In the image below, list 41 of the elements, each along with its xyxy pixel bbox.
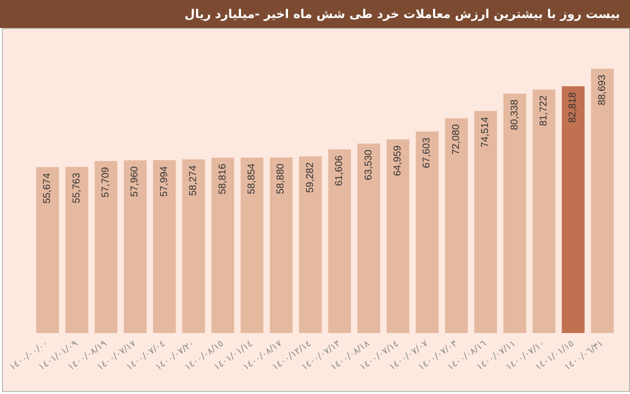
bar — [357, 144, 380, 333]
data-label: 88,693 — [596, 74, 608, 106]
data-label: 82,818 — [568, 92, 579, 123]
bar — [503, 94, 526, 333]
data-label: 67,603 — [422, 137, 433, 168]
bar — [474, 110, 497, 333]
data-label: 57,709 — [100, 166, 112, 198]
data-label: 63,530 — [363, 149, 374, 180]
data-label: 59,282 — [304, 162, 316, 193]
chart-title: بیست روز با بیشترین ارزش معاملات خرد طی شش ماه اخیر -میلیارد ریال — [0, 0, 630, 28]
data-label: 55,674 — [42, 172, 54, 204]
data-label: 72,080 — [450, 124, 462, 155]
data-label: 81,722 — [538, 95, 550, 126]
bar — [299, 156, 322, 333]
data-label: 64,959 — [392, 144, 404, 176]
data-label: 55,763 — [71, 172, 82, 204]
bar — [153, 160, 176, 333]
bar — [240, 158, 264, 333]
bar — [532, 89, 556, 333]
bar — [211, 158, 234, 333]
data-label: 74,514 — [480, 116, 492, 148]
bar — [386, 139, 410, 333]
bar — [562, 86, 585, 333]
data-label: 58,816 — [217, 163, 228, 194]
data-label: 58,854 — [246, 163, 258, 194]
bar — [328, 149, 351, 333]
bar — [94, 161, 118, 333]
bar — [124, 160, 147, 333]
bar — [270, 158, 293, 333]
bar — [182, 159, 205, 333]
data-label: 57,994 — [158, 166, 170, 197]
data-label: 57,960 — [130, 166, 141, 197]
bar — [65, 166, 88, 333]
bar — [591, 68, 614, 333]
data-label: 58,274 — [188, 164, 200, 196]
data-label: 58,880 — [276, 163, 287, 194]
bar — [36, 167, 59, 333]
bar — [416, 132, 439, 333]
data-label: 80,338 — [509, 99, 520, 130]
data-label: 61,606 — [334, 154, 346, 186]
bar — [445, 118, 468, 333]
